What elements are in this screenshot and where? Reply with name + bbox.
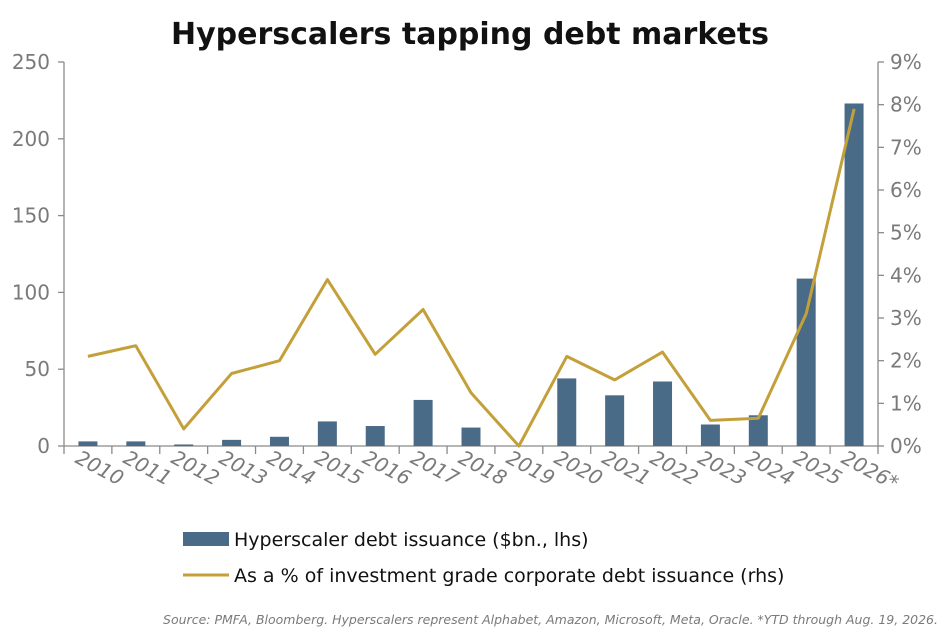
left-tick-label: 250 bbox=[12, 50, 50, 74]
right-tick-label: 8% bbox=[890, 93, 922, 117]
left-tick-label: 100 bbox=[12, 280, 50, 304]
left-axis-ticks: 0 50 100 150 200 250 bbox=[12, 50, 64, 458]
x-tick-label: 2021 bbox=[598, 445, 654, 490]
bar-2010 bbox=[78, 441, 98, 446]
source-note: Source: PMFA, Bloomberg. Hyperscalers re… bbox=[163, 612, 938, 627]
bar-2021 bbox=[605, 395, 625, 446]
x-tick-label: 2018 bbox=[455, 445, 511, 490]
x-tick-label: 2023 bbox=[694, 445, 750, 490]
bar-2026* bbox=[844, 103, 864, 447]
bar-series bbox=[78, 103, 864, 447]
legend-bar-swatch bbox=[183, 532, 229, 546]
x-tick-label: 2025 bbox=[790, 445, 846, 490]
line-series bbox=[87, 108, 856, 448]
chart-title: Hyperscalers tapping debt markets bbox=[171, 17, 769, 52]
bar-2017 bbox=[413, 399, 433, 446]
x-tick-label: 2024 bbox=[742, 445, 798, 490]
right-tick-label: 6% bbox=[890, 178, 922, 202]
bar-2011 bbox=[126, 441, 146, 446]
bar-2025 bbox=[796, 278, 816, 446]
bar-2013 bbox=[222, 439, 242, 446]
x-tick-label: 2019 bbox=[503, 445, 559, 490]
bar-2014 bbox=[269, 436, 289, 446]
right-tick-label: 2% bbox=[890, 349, 922, 373]
axes bbox=[63, 62, 879, 454]
bar-2022 bbox=[653, 381, 673, 446]
bar-2020 bbox=[557, 378, 577, 446]
x-tick-label: 2011 bbox=[119, 445, 175, 490]
bar-2023 bbox=[700, 424, 720, 446]
right-tick-label: 4% bbox=[890, 263, 922, 287]
x-tick-label: 2017 bbox=[407, 445, 463, 490]
right-axis-ticks: 0% 1% 2% 3% 4% 5% 6% 7% 8% 9% bbox=[878, 50, 922, 458]
x-tick-label: 2010 bbox=[72, 445, 128, 490]
right-tick-label: 5% bbox=[890, 221, 922, 245]
legend: Hyperscaler debt issuance ($bn., lhs) As… bbox=[183, 529, 784, 587]
x-tick-label: 2012 bbox=[167, 445, 223, 490]
bar-2015 bbox=[317, 421, 337, 446]
bar-2016 bbox=[365, 426, 385, 446]
bar-2024 bbox=[748, 415, 768, 446]
right-tick-label: 7% bbox=[890, 135, 922, 159]
x-tick-label: 2014 bbox=[263, 445, 319, 490]
legend-line-label: As a % of investment grade corporate deb… bbox=[234, 565, 784, 587]
right-tick-label: 0% bbox=[890, 434, 922, 458]
right-tick-label: 9% bbox=[890, 50, 922, 74]
left-tick-label: 150 bbox=[12, 204, 50, 228]
left-tick-label: 0 bbox=[37, 434, 50, 458]
x-tick-label: 2016 bbox=[359, 445, 415, 490]
right-tick-label: 1% bbox=[890, 391, 922, 415]
x-tick-label: 2015 bbox=[311, 445, 367, 490]
line-ibd-share bbox=[87, 108, 856, 448]
bar-2018 bbox=[461, 427, 481, 446]
bar-2012 bbox=[174, 444, 194, 446]
x-axis-ticks: 2010201120122013201420152016201720182019… bbox=[72, 445, 903, 495]
x-tick-label: 2013 bbox=[215, 445, 271, 490]
legend-bar-label: Hyperscaler debt issuance ($bn., lhs) bbox=[234, 529, 589, 551]
left-tick-label: 200 bbox=[12, 127, 50, 151]
x-tick-label: 2022 bbox=[646, 445, 702, 490]
left-tick-label: 50 bbox=[25, 357, 50, 381]
right-tick-label: 3% bbox=[890, 306, 922, 330]
x-tick-label: 2020 bbox=[550, 445, 606, 490]
